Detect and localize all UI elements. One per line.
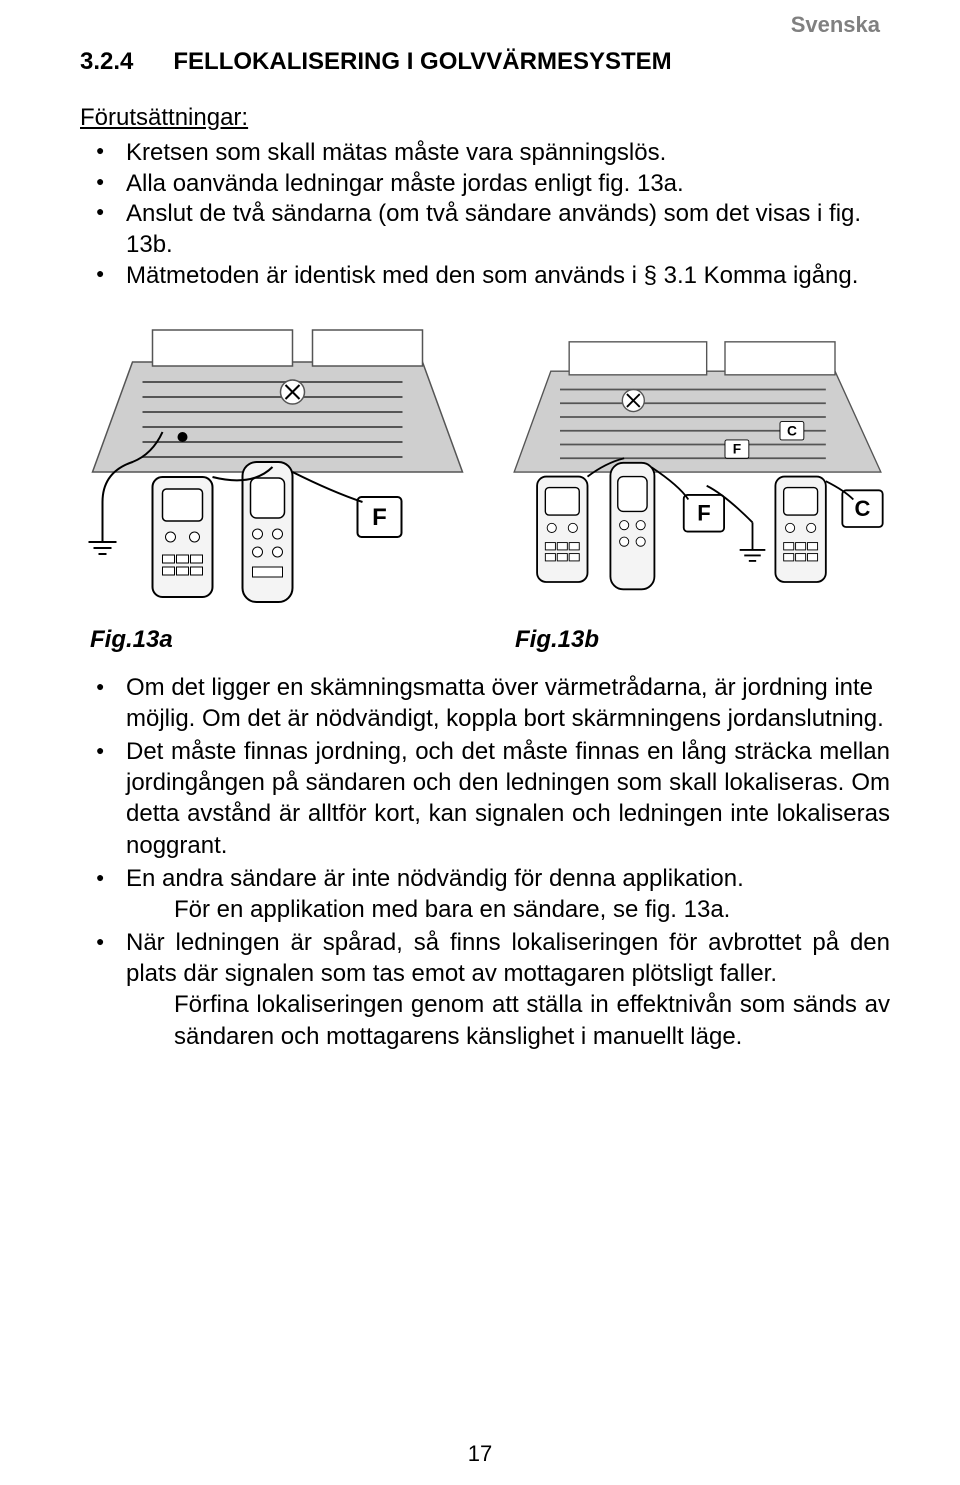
svg-text:C: C	[787, 423, 797, 438]
list-item: Kretsen som skall mätas måste vara spänn…	[108, 138, 890, 169]
list-item: Alla oanvända ledningar måste jordas enl…	[108, 169, 890, 200]
svg-text:C: C	[855, 496, 871, 521]
list-item: Om det ligger en skämningsmatta över vär…	[108, 672, 890, 734]
page-number: 17	[468, 1441, 492, 1467]
list-item: Anslut de två sändarna (om två sändare a…	[108, 199, 890, 260]
list-item-sub: För en applikation med bara en sändare, …	[174, 894, 890, 925]
figure-13a-caption: Fig.13a	[90, 626, 173, 654]
figure-label-f: F	[372, 504, 387, 531]
list-item: När ledningen är spårad, så finns lokali…	[108, 927, 890, 1052]
figure-row: F Fig.13a	[80, 322, 890, 654]
section-number: 3.2.4	[80, 48, 133, 76]
section-heading: 3.2.4 FELLOKALISERING I GOLVVÄRMESYSTEM	[80, 48, 890, 76]
prerequisites-subhead: Förutsättningar:	[80, 104, 890, 132]
list-item-text: När ledningen är spårad, så finns lokali…	[126, 929, 890, 987]
prerequisites-list: Kretsen som skall mätas måste vara spänn…	[80, 138, 890, 292]
list-item: Det måste finnas jordning, och det måste…	[108, 736, 890, 861]
list-item: En andra sändare är inte nödvändig för d…	[108, 863, 890, 925]
figure-13a-image: F	[80, 322, 465, 622]
figure-13b: F C	[505, 322, 890, 654]
page: Svenska 3.2.4 FELLOKALISERING I GOLVVÄRM…	[0, 0, 960, 1485]
svg-text:F: F	[733, 441, 741, 456]
figure-13b-image: F C	[505, 322, 890, 622]
list-item-text: Det måste finnas jordning, och det måste…	[126, 738, 890, 859]
list-item-text: En andra sändare är inte nödvändig för d…	[126, 865, 744, 892]
list-item-sub: Förfina lokaliseringen genom att ställa …	[174, 989, 890, 1051]
list-item: Mätmetoden är identisk med den som använ…	[108, 261, 890, 292]
figure-13a: F Fig.13a	[80, 322, 465, 654]
language-header: Svenska	[791, 12, 880, 38]
section-title: FELLOKALISERING I GOLVVÄRMESYSTEM	[173, 48, 671, 76]
list-item-text: Om det ligger en skämningsmatta över vär…	[126, 674, 884, 732]
body-list: Om det ligger en skämningsmatta över vär…	[80, 672, 890, 1052]
figure-13b-caption: Fig.13b	[515, 626, 599, 654]
svg-text:F: F	[697, 500, 710, 525]
